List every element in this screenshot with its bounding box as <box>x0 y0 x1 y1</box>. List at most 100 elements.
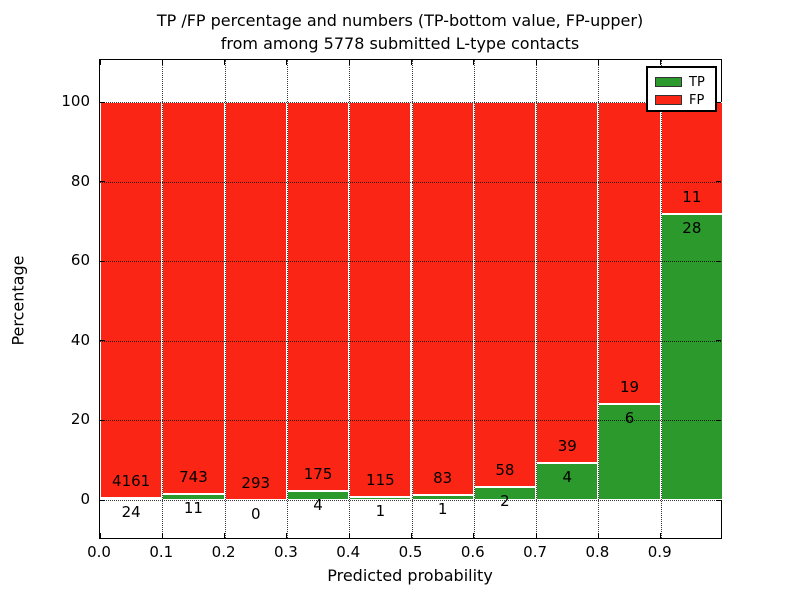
x-tick-mark-top <box>224 60 226 65</box>
tp-count-label: 2 <box>500 491 510 510</box>
gridline-y <box>100 102 721 103</box>
tp-count-label: 24 <box>121 502 141 521</box>
y-tick-label: 20 <box>70 410 90 429</box>
bar-segment-fp <box>100 102 163 498</box>
y-tick-mark <box>100 260 105 262</box>
fp-count-label: 4161 <box>112 471 151 490</box>
fp-count-label: 19 <box>620 378 640 397</box>
y-tick-label: 40 <box>70 330 90 349</box>
tp-count-label: 6 <box>624 409 635 428</box>
x-tick-mark <box>161 533 163 538</box>
y-tick-mark-right <box>716 499 721 501</box>
x-tick-mark <box>473 533 475 538</box>
gridline-x <box>224 60 226 538</box>
x-tick-mark-top <box>161 60 163 65</box>
tp-count-label: 4 <box>562 467 573 486</box>
x-tick-mark <box>348 533 350 538</box>
tp-count-label: 11 <box>183 499 203 518</box>
gridline-x <box>473 60 475 538</box>
x-tick-label: 0.7 <box>523 543 548 561</box>
fp-count-label: 115 <box>366 470 395 489</box>
y-tick-mark-right <box>716 260 721 262</box>
bar-segment-fp <box>536 102 599 463</box>
x-tick-mark-top <box>473 60 475 65</box>
fp-legend-label: FP <box>689 92 705 108</box>
bar-segment-fp <box>473 102 537 487</box>
bar-segment-tp <box>536 462 599 500</box>
x-tick-mark-top <box>597 60 599 65</box>
tp-count-label: 0 <box>250 505 261 523</box>
bar-segment-fp <box>224 102 287 500</box>
fp-count-label: 743 <box>179 468 208 487</box>
x-tick-mark <box>535 533 537 538</box>
bar-segment-fp <box>286 102 350 492</box>
gridline-y <box>100 500 721 501</box>
y-tick-mark <box>100 340 105 342</box>
gridline-x <box>411 60 413 538</box>
legend-row-tp: TP <box>655 73 715 91</box>
fp-count-label: 175 <box>303 465 333 484</box>
tp-count-label: 28 <box>682 219 702 238</box>
tp-count-label: 4 <box>313 496 323 515</box>
x-tick-label: 0.9 <box>647 543 672 561</box>
fp-count-label: 83 <box>433 469 453 488</box>
x-tick-mark <box>99 533 101 538</box>
x-tick-label: 0.4 <box>336 543 361 561</box>
y-tick-mark-right <box>716 101 721 103</box>
fp-count-label: 39 <box>557 436 577 455</box>
y-tick-label: 60 <box>70 251 90 270</box>
gridline-y <box>100 261 721 263</box>
fp-legend-swatch <box>655 95 682 105</box>
y-tick-mark <box>100 499 105 501</box>
x-tick-mark <box>660 533 662 538</box>
chart-title: TP /FP percentage and numbers (TP-bottom… <box>0 9 800 55</box>
bar-segment-tp <box>598 404 661 500</box>
y-axis-label: Percentage <box>8 255 28 346</box>
x-tick-mark-top <box>99 60 101 65</box>
x-axis-label: Predicted probability <box>327 566 493 585</box>
gridline-x <box>660 60 662 538</box>
x-tick-label: 0.0 <box>87 543 111 561</box>
bar-segment-tp <box>660 214 723 500</box>
gridline-x <box>598 60 600 538</box>
x-tick-label: 0.8 <box>585 543 610 561</box>
x-tick-mark-top <box>535 60 537 65</box>
legend: TP FP <box>646 66 717 112</box>
x-tick-mark <box>224 533 226 538</box>
y-tick-mark <box>100 419 105 421</box>
tp-count-label: 1 <box>375 501 386 520</box>
fp-count-label: 293 <box>241 474 271 492</box>
tp-legend-label: TP <box>689 74 705 90</box>
gridline-x <box>286 60 288 538</box>
gridline-x <box>349 60 351 538</box>
fp-count-label: 58 <box>495 460 515 479</box>
x-tick-label: 0.6 <box>460 543 485 561</box>
bar-segment-tp <box>100 497 163 500</box>
x-tick-mark-top <box>411 60 412 65</box>
y-tick-mark-right <box>716 340 721 342</box>
gridline-y <box>100 340 721 342</box>
tp-count-label: 1 <box>437 500 448 519</box>
bar-segment-fp <box>598 102 661 405</box>
y-tick-mark-right <box>716 419 721 421</box>
x-tick-mark <box>286 533 288 538</box>
bar-segment-fp <box>162 102 225 495</box>
legend-row-fp: FP <box>655 91 715 109</box>
x-tick-mark-top <box>348 60 350 65</box>
tp-legend-swatch <box>655 77 682 87</box>
x-tick-label: 0.5 <box>398 543 423 561</box>
x-tick-mark-top <box>660 60 662 65</box>
y-tick-label: 0 <box>80 490 90 508</box>
y-tick-label: 100 <box>61 92 90 110</box>
bar-segment-fp <box>349 102 412 497</box>
fp-count-label: 11 <box>682 188 702 207</box>
gridline-y <box>100 420 721 422</box>
y-tick-mark <box>100 101 105 103</box>
y-tick-mark <box>100 181 105 183</box>
x-tick-label: 0.2 <box>211 543 236 561</box>
gridline-x <box>536 60 538 538</box>
x-tick-label: 0.1 <box>149 543 174 561</box>
x-tick-label: 0.3 <box>273 543 298 561</box>
chart-title-line-1: TP /FP percentage and numbers (TP-bottom… <box>156 11 644 30</box>
